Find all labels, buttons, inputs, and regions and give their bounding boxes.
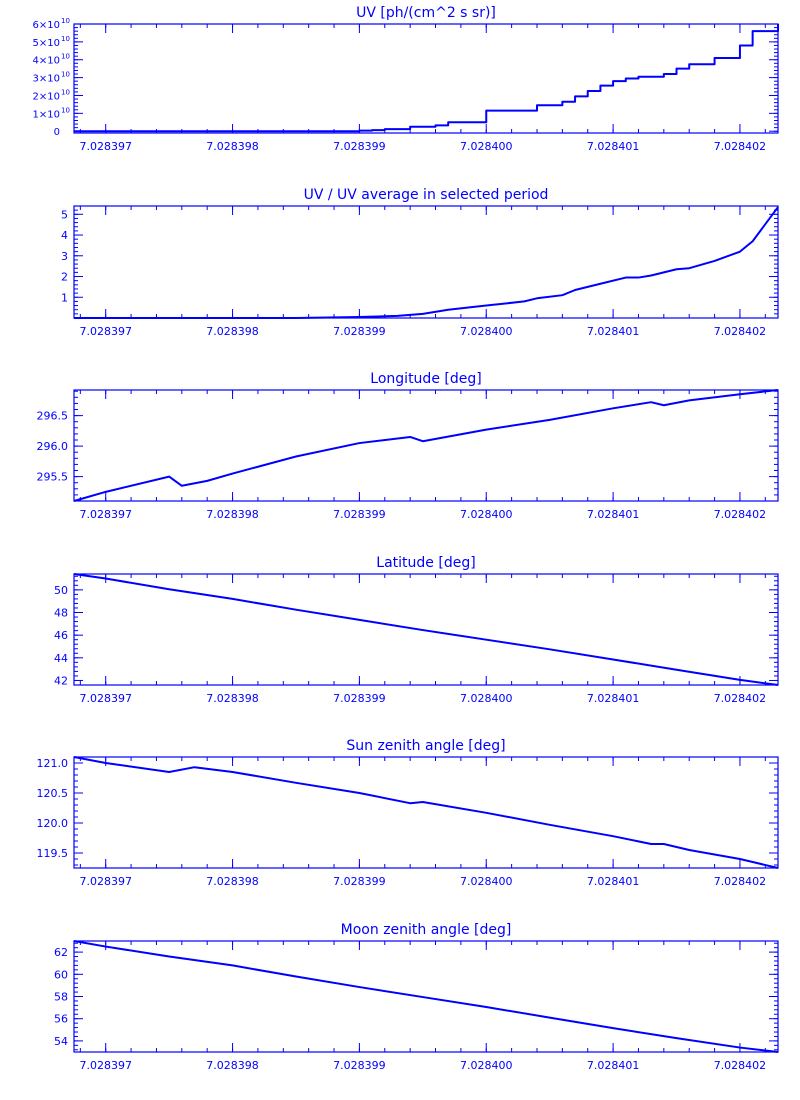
x-tick-label: 7.028397 — [79, 140, 132, 153]
y-tick-label: 62 — [54, 946, 68, 959]
x-tick-label: 7.028399 — [333, 875, 386, 888]
x-tick-label: 7.028399 — [333, 140, 386, 153]
series-line-moon-zenith — [73, 940, 779, 1053]
panel-uv-ratio: UV / UV average in selected period 7.0283… — [61, 187, 779, 338]
x-tick-label: 7.028398 — [206, 325, 259, 338]
panel-sun-zenith: Sun zenith angle [deg] 7.028397 7.028398 7.… — [37, 738, 779, 888]
panel-latitude: Latitude [deg] 7.028397 7.028398 7.028399 7.… — [54, 555, 779, 705]
y-tick-label: 296.5 — [37, 410, 69, 423]
x-tick-label: 7.028400 — [460, 875, 513, 888]
x-tick-label: 7.028397 — [79, 325, 132, 338]
y-tick-label: 2 — [61, 271, 68, 284]
x-tick-label: 7.028398 — [206, 692, 259, 705]
y-tick-label: 4×10 — [33, 56, 60, 67]
y-tick-label: 56 — [54, 1013, 68, 1026]
chart-title: Latitude [deg] — [376, 555, 475, 571]
y-tick-label: 120.5 — [37, 787, 69, 800]
y-tick-label: 42 — [54, 674, 68, 687]
y-tick-label: 46 — [54, 629, 68, 642]
x-tick-label: 7.028402 — [714, 692, 767, 705]
y-tick-label: 58 — [54, 991, 68, 1004]
y-tick-label: 119.5 — [37, 847, 69, 860]
y-tick-exponent: 10 — [61, 35, 70, 43]
x-tick-label: 7.028399 — [333, 325, 386, 338]
y-tick-label: 2×10 — [33, 91, 60, 102]
y-tick-label: 4 — [61, 229, 68, 242]
y-tick-label: 44 — [54, 652, 68, 665]
y-tick-exponent: 10 — [61, 17, 70, 25]
series-line-latitude — [73, 573, 779, 686]
y-tick-label: 3×10 — [33, 74, 60, 85]
y-tick-label: 0 — [54, 127, 60, 138]
x-tick-label: 7.028402 — [714, 508, 767, 521]
y-tick-label: 50 — [54, 584, 68, 597]
y-tick-exponent: 10 — [61, 106, 70, 114]
y-tick-label: 295.5 — [37, 471, 69, 484]
x-tick-label: 7.028401 — [587, 140, 640, 153]
y-tick-label: 120.0 — [37, 817, 69, 830]
x-tick-label: 7.028401 — [587, 1059, 640, 1072]
x-tick-label: 7.028398 — [206, 875, 259, 888]
plot-frame — [73, 23, 779, 134]
y-tick-label: 121.0 — [37, 757, 69, 770]
series-line-sun-zenith — [73, 756, 779, 869]
x-tick-label: 7.028398 — [206, 508, 259, 521]
x-tick-label: 7.028402 — [714, 325, 767, 338]
panel-moon-zenith: Moon zenith angle [deg] 7.028397 7.028398 7… — [54, 922, 779, 1072]
x-tick-label: 7.028400 — [460, 140, 513, 153]
x-tick-label: 7.028397 — [79, 508, 132, 521]
x-tick-label: 7.028402 — [714, 1059, 767, 1072]
x-tick-label: 7.028401 — [587, 325, 640, 338]
y-tick-label: 1×10 — [33, 109, 60, 120]
x-tick-label: 7.028397 — [79, 875, 132, 888]
x-tick-label: 7.028397 — [79, 1059, 132, 1072]
x-tick-label: 7.028401 — [587, 508, 640, 521]
x-tick-label: 7.028402 — [714, 140, 767, 153]
x-tick-label: 7.028401 — [587, 692, 640, 705]
y-tick-label: 296.0 — [37, 440, 69, 453]
chart-title: Moon zenith angle [deg] — [341, 922, 512, 938]
y-tick-label: 5×10 — [33, 38, 60, 49]
x-tick-label: 7.028400 — [460, 325, 513, 338]
x-tick-label: 7.028400 — [460, 692, 513, 705]
chart-title: Sun zenith angle [deg] — [346, 738, 505, 754]
chart-title: UV / UV average in selected period — [304, 187, 549, 203]
series-line-longitude — [73, 389, 779, 502]
y-tick-label: 5 — [61, 208, 68, 221]
x-tick-label: 7.028399 — [333, 692, 386, 705]
chart-title: UV [ph/(cm^2 s sr)] — [356, 5, 496, 21]
x-tick-label: 7.028401 — [587, 875, 640, 888]
x-tick-label: 7.028399 — [333, 508, 386, 521]
x-tick-label: 7.028402 — [714, 875, 767, 888]
panel-longitude: Longitude [deg] 7.028397 7.028398 7.028399 7… — [37, 371, 779, 521]
chart-title: Longitude [deg] — [370, 371, 481, 387]
y-tick-exponent: 10 — [61, 88, 70, 96]
y-tick-label: 60 — [54, 968, 68, 981]
y-tick-label: 54 — [54, 1035, 68, 1048]
plot-frame — [73, 205, 779, 319]
plot-frame — [73, 389, 779, 502]
x-tick-label: 7.028399 — [333, 1059, 386, 1072]
series-line-uv — [74, 24, 779, 133]
y-tick-exponent: 10 — [61, 53, 70, 61]
series-line-uv-ratio — [74, 206, 779, 319]
plot-frame — [73, 756, 779, 869]
y-tick-label: 6×10 — [33, 20, 60, 31]
plot-frame — [73, 573, 779, 686]
y-tick-exponent: 10 — [61, 71, 70, 79]
x-tick-label: 7.028398 — [206, 1059, 259, 1072]
panel-uv: UV [ph/(cm^2 s sr)] 7.028397 7.028398 7.028… — [33, 5, 779, 153]
x-tick-label: 7.028397 — [79, 692, 132, 705]
y-tick-label: 48 — [54, 607, 68, 620]
y-tick-label: 1 — [61, 291, 68, 304]
x-tick-label: 7.028400 — [460, 508, 513, 521]
y-tick-label: 3 — [61, 250, 68, 263]
x-tick-label: 7.028400 — [460, 1059, 513, 1072]
x-tick-label: 7.028398 — [206, 140, 259, 153]
